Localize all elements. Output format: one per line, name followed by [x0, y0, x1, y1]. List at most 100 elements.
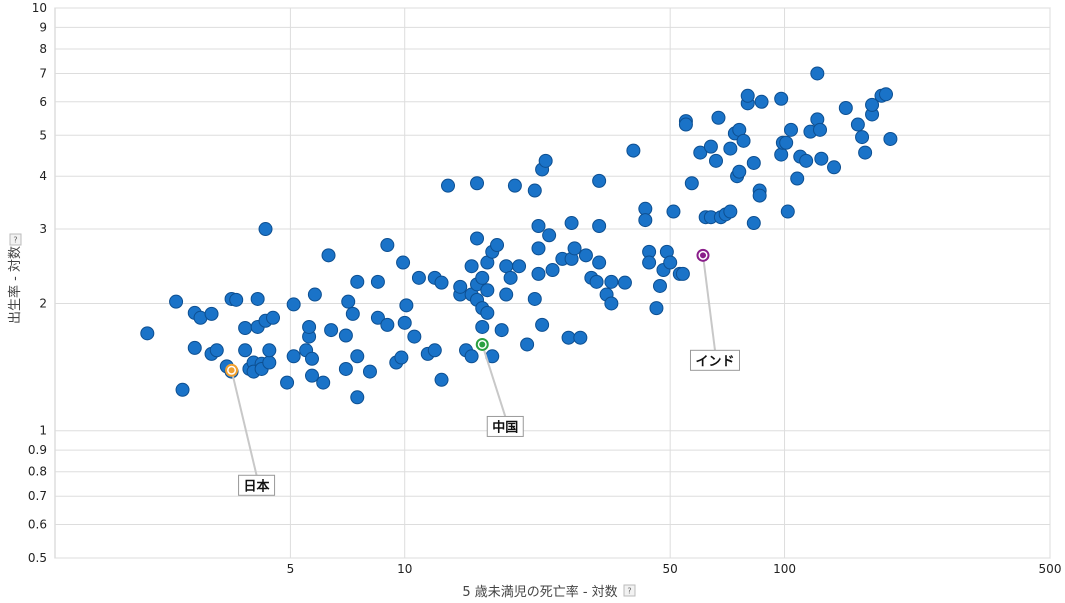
data-point[interactable]: [380, 317, 395, 332]
data-point[interactable]: [258, 222, 273, 237]
data-point[interactable]: [204, 306, 219, 321]
data-point[interactable]: [494, 323, 509, 338]
data-point[interactable]: [732, 164, 747, 179]
data-point[interactable]: [531, 241, 546, 256]
data-point[interactable]: [649, 301, 664, 316]
data-point[interactable]: [324, 323, 339, 338]
data-point[interactable]: [850, 117, 865, 132]
data-point[interactable]: [262, 343, 277, 358]
data-point[interactable]: [507, 178, 522, 193]
data-point[interactable]: [736, 133, 751, 148]
data-point[interactable]: [542, 228, 557, 243]
data-point[interactable]: [175, 382, 190, 397]
data-point[interactable]: [711, 110, 726, 125]
data-point[interactable]: [350, 390, 365, 405]
data-point[interactable]: [858, 145, 873, 160]
data-point[interactable]: [238, 320, 253, 335]
data-point[interactable]: [266, 310, 281, 325]
data-point[interactable]: [567, 241, 582, 256]
data-point[interactable]: [723, 204, 738, 219]
data-point[interactable]: [827, 160, 842, 175]
data-point[interactable]: [604, 296, 619, 311]
data-point[interactable]: [531, 266, 546, 281]
data-point[interactable]: [779, 135, 794, 150]
data-point[interactable]: [865, 97, 880, 112]
data-point[interactable]: [520, 337, 535, 352]
data-point[interactable]: [693, 145, 708, 160]
data-point[interactable]: [592, 219, 607, 234]
data-point[interactable]: [780, 204, 795, 219]
data-point[interactable]: [527, 183, 542, 198]
data-point[interactable]: [480, 305, 495, 320]
data-point[interactable]: [678, 117, 693, 132]
data-point[interactable]: [592, 173, 607, 188]
data-point[interactable]: [262, 355, 277, 370]
data-point[interactable]: [578, 248, 593, 263]
data-point[interactable]: [464, 259, 479, 274]
data-point[interactable]: [338, 361, 353, 376]
data-point[interactable]: [470, 176, 485, 191]
data-point[interactable]: [512, 259, 527, 274]
data-point[interactable]: [740, 88, 755, 103]
data-point[interactable]: [280, 375, 295, 390]
data-point[interactable]: [140, 326, 155, 341]
data-point[interactable]: [370, 274, 385, 289]
data-point[interactable]: [675, 266, 690, 281]
data-point[interactable]: [475, 270, 490, 285]
data-point[interactable]: [399, 298, 414, 313]
data-point[interactable]: [370, 310, 385, 325]
data-point[interactable]: [813, 122, 828, 137]
highlight-dot-china[interactable]: [479, 341, 486, 348]
data-point[interactable]: [531, 219, 546, 234]
data-point[interactable]: [790, 171, 805, 186]
data-point[interactable]: [527, 291, 542, 306]
data-point[interactable]: [746, 155, 761, 170]
x-help-icon[interactable]: [623, 584, 636, 597]
data-point[interactable]: [652, 278, 667, 293]
data-point[interactable]: [341, 294, 356, 309]
data-point[interactable]: [810, 66, 825, 81]
data-point[interactable]: [814, 151, 829, 166]
data-point[interactable]: [752, 188, 767, 203]
data-point[interactable]: [286, 297, 301, 312]
data-point[interactable]: [470, 231, 485, 246]
data-point[interactable]: [350, 349, 365, 364]
data-point[interactable]: [723, 141, 738, 156]
data-point[interactable]: [663, 255, 678, 270]
data-point[interactable]: [475, 319, 490, 334]
data-point[interactable]: [427, 343, 442, 358]
data-point[interactable]: [441, 178, 456, 193]
data-point[interactable]: [838, 101, 853, 116]
data-point[interactable]: [573, 330, 588, 345]
highlight-dot-japan[interactable]: [228, 367, 235, 374]
data-point[interactable]: [480, 283, 495, 298]
data-point[interactable]: [592, 255, 607, 270]
data-point[interactable]: [545, 263, 560, 278]
data-point[interactable]: [490, 238, 505, 253]
data-point[interactable]: [499, 287, 514, 302]
data-point[interactable]: [338, 328, 353, 343]
data-point[interactable]: [855, 130, 870, 145]
data-point[interactable]: [499, 259, 514, 274]
data-point[interactable]: [589, 274, 604, 289]
data-point[interactable]: [638, 213, 653, 228]
data-point[interactable]: [187, 340, 202, 355]
data-point[interactable]: [642, 255, 657, 270]
y-help-icon[interactable]: [9, 233, 22, 246]
data-point[interactable]: [407, 329, 422, 344]
data-point[interactable]: [307, 287, 322, 302]
data-point[interactable]: [617, 275, 632, 290]
data-point[interactable]: [535, 317, 550, 332]
data-point[interactable]: [380, 238, 395, 253]
data-point[interactable]: [434, 372, 449, 387]
data-point[interactable]: [604, 274, 619, 289]
data-point[interactable]: [250, 291, 265, 306]
data-point[interactable]: [503, 270, 518, 285]
data-point[interactable]: [879, 87, 894, 102]
data-point[interactable]: [774, 91, 789, 106]
data-point[interactable]: [316, 375, 331, 390]
data-point[interactable]: [783, 122, 798, 137]
data-point[interactable]: [883, 131, 898, 146]
data-point[interactable]: [229, 292, 244, 307]
data-point[interactable]: [774, 147, 789, 162]
